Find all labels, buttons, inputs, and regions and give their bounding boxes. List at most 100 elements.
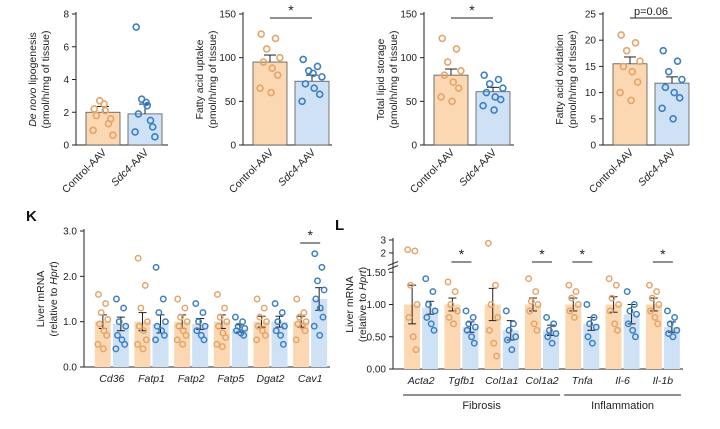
data-point xyxy=(104,315,112,323)
data-point xyxy=(141,281,149,289)
data-point xyxy=(134,340,142,348)
data-point xyxy=(583,301,591,308)
data-point xyxy=(623,288,631,296)
data-point xyxy=(454,84,463,93)
data-point xyxy=(199,309,207,317)
data-point xyxy=(94,291,102,298)
data-point xyxy=(615,301,622,308)
data-point xyxy=(257,30,266,38)
x-tick-label-part: Cav1 xyxy=(298,373,323,385)
y-axis-label-part: Fatty acid uptake xyxy=(194,39,206,119)
data-point xyxy=(216,313,224,321)
data-point xyxy=(268,64,277,72)
group-label-fibrosis: Fibrosis xyxy=(462,400,501,412)
data-point xyxy=(633,310,640,318)
data-point xyxy=(533,326,541,334)
data-point xyxy=(653,288,661,296)
data-point xyxy=(253,295,261,303)
data-point xyxy=(584,333,592,341)
data-point xyxy=(92,111,101,120)
data-point xyxy=(494,75,503,84)
data-point xyxy=(179,340,187,348)
data-point xyxy=(183,318,191,326)
y-tick-label: 2 xyxy=(63,108,69,119)
y-axis-label: Total lipid storage xyxy=(375,38,387,120)
data-point xyxy=(262,45,271,53)
chart-lipid_storage: 0 50 100 150 Total lipid storage (pmol/h/mg o… xyxy=(375,2,514,196)
chart-L: L 0.00 0.50 1.00 1.50 23 Liver mRNA (relative t… xyxy=(335,217,683,412)
data-point xyxy=(181,304,189,312)
x-tick-label-part: Col1a1 xyxy=(485,375,518,387)
y-tick-label: 150 xyxy=(400,10,417,21)
data-point xyxy=(240,331,248,339)
data-point xyxy=(447,301,455,308)
data-point xyxy=(192,300,200,307)
data-point xyxy=(142,336,150,344)
data-point xyxy=(152,336,160,344)
data-point xyxy=(449,78,458,86)
data-point xyxy=(619,62,628,71)
data-point xyxy=(613,326,621,334)
x-tick-label: Control-AAV xyxy=(227,147,276,196)
y-tick-label: 0 xyxy=(411,141,417,152)
data-point xyxy=(200,336,208,344)
data-point xyxy=(463,326,471,334)
data-point xyxy=(160,331,168,339)
data-point xyxy=(301,327,309,335)
panel-letter-K: K xyxy=(26,208,37,225)
significance-label: * xyxy=(580,246,586,262)
data-point xyxy=(293,295,301,303)
data-point xyxy=(469,313,477,321)
y-tick-label: 4 xyxy=(63,75,69,86)
x-tick-label: Il-6 xyxy=(615,375,630,387)
data-point xyxy=(134,254,142,262)
data-point xyxy=(622,46,631,55)
significance-label: * xyxy=(660,246,666,262)
data-point xyxy=(629,326,637,334)
data-point xyxy=(636,57,644,65)
data-point xyxy=(493,352,501,360)
data-point xyxy=(627,96,635,105)
data-point xyxy=(624,320,632,328)
data-point xyxy=(422,275,430,283)
data-point xyxy=(311,250,319,258)
data-point xyxy=(96,320,103,328)
data-point xyxy=(626,307,634,315)
data-point xyxy=(438,34,447,43)
data-point xyxy=(254,322,262,330)
significance-label: * xyxy=(288,2,294,18)
y-axis-label-part: Fatty acid oxidation xyxy=(554,34,566,125)
data-point xyxy=(485,326,493,334)
y-tick-label: 20 xyxy=(585,36,597,47)
data-point xyxy=(409,333,417,341)
y-tick-label: 100 xyxy=(219,53,236,64)
data-point xyxy=(94,340,102,348)
data-point xyxy=(606,307,614,315)
data-point xyxy=(139,345,147,353)
x-tick-label: Fatp1 xyxy=(138,373,165,385)
data-point xyxy=(669,115,677,123)
data-point xyxy=(508,346,516,354)
data-point xyxy=(586,320,594,328)
data-point xyxy=(239,318,247,326)
data-point xyxy=(526,307,534,315)
data-point xyxy=(241,325,249,332)
data-point xyxy=(499,84,507,93)
data-point xyxy=(532,288,540,296)
bar-sdc4 xyxy=(462,327,479,369)
data-point xyxy=(259,58,268,66)
x-tick-label-part: Control-AAV xyxy=(60,147,109,196)
y-tick-label: 2.0 xyxy=(63,272,77,283)
data-point xyxy=(316,331,324,339)
data-point xyxy=(479,101,487,110)
data-point xyxy=(310,322,318,330)
x-tick-label: Fatp2 xyxy=(178,373,205,385)
y-axis-label-units-part: Hprt xyxy=(357,269,369,290)
x-tick-label: Sdc4-AAV xyxy=(109,147,151,189)
bar-sdc4 xyxy=(294,80,330,146)
x-tick-label: Dgat2 xyxy=(256,373,284,385)
bar-control xyxy=(433,74,469,146)
significance-label: * xyxy=(469,2,475,18)
data-point xyxy=(218,343,226,351)
data-point xyxy=(122,322,130,330)
